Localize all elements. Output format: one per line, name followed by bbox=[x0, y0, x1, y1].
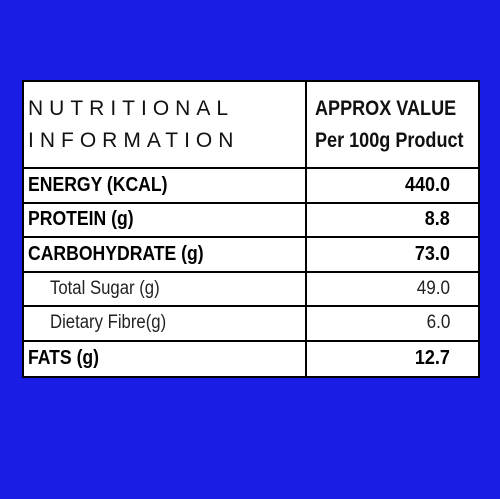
value-cell: 49.0 bbox=[307, 273, 478, 306]
label-cell: Dietary Fibre(g) bbox=[24, 307, 307, 340]
value-cell: 8.8 bbox=[307, 204, 478, 237]
nutrient-label: FATS (g) bbox=[28, 347, 100, 370]
header-text: NUTRITIONAL bbox=[28, 96, 235, 120]
header-text: APPROX VALUE bbox=[315, 96, 457, 120]
nutrient-label: Total Sugar (g) bbox=[50, 277, 160, 299]
table-row: PROTEIN (g) 8.8 bbox=[24, 203, 478, 238]
nutrient-value: 12.7 bbox=[414, 347, 450, 370]
nutrient-value: 8.8 bbox=[424, 208, 450, 231]
nutrient-value: 6.0 bbox=[426, 312, 450, 334]
nutrient-value: 49.0 bbox=[416, 277, 450, 299]
label-cell: Total Sugar (g) bbox=[24, 272, 307, 305]
label-cell: PROTEIN (g) bbox=[24, 203, 307, 236]
header-row: NUTRITIONAL INFORMATION APPROX VALUE Per… bbox=[24, 82, 478, 169]
table-row: CARBOHYDRATE (g) 73.0 bbox=[24, 238, 478, 273]
nutrient-label: Dietary Fibre(g) bbox=[50, 312, 167, 334]
table-row: ENERGY (KCAL) 440.0 bbox=[24, 169, 478, 204]
label-cell: CARBOHYDRATE (g) bbox=[24, 238, 307, 271]
nutrient-label: ENERGY (KCAL) bbox=[28, 173, 168, 196]
header-right: APPROX VALUE Per 100g Product bbox=[307, 82, 478, 167]
value-cell: 12.7 bbox=[307, 342, 478, 377]
header-left: NUTRITIONAL INFORMATION bbox=[24, 82, 307, 167]
value-cell: 440.0 bbox=[307, 169, 478, 202]
label-cell: ENERGY (KCAL) bbox=[24, 169, 307, 202]
nutrient-label: CARBOHYDRATE (g) bbox=[28, 242, 204, 265]
label-cell: FATS (g) bbox=[24, 341, 307, 376]
header-text: INFORMATION bbox=[28, 128, 240, 152]
nutrient-value: 440.0 bbox=[404, 173, 450, 196]
value-cell: 73.0 bbox=[307, 238, 478, 271]
value-cell: 6.0 bbox=[307, 307, 478, 340]
nutrition-table: NUTRITIONAL INFORMATION APPROX VALUE Per… bbox=[22, 80, 480, 378]
nutrient-value: 73.0 bbox=[414, 242, 450, 265]
nutrient-label: PROTEIN (g) bbox=[28, 208, 134, 231]
table-row: Total Sugar (g) 49.0 bbox=[24, 272, 478, 307]
table-row: Dietary Fibre(g) 6.0 bbox=[24, 307, 478, 342]
table-row: FATS (g) 12.7 bbox=[24, 341, 478, 377]
header-text: Per 100g Product bbox=[315, 128, 464, 152]
